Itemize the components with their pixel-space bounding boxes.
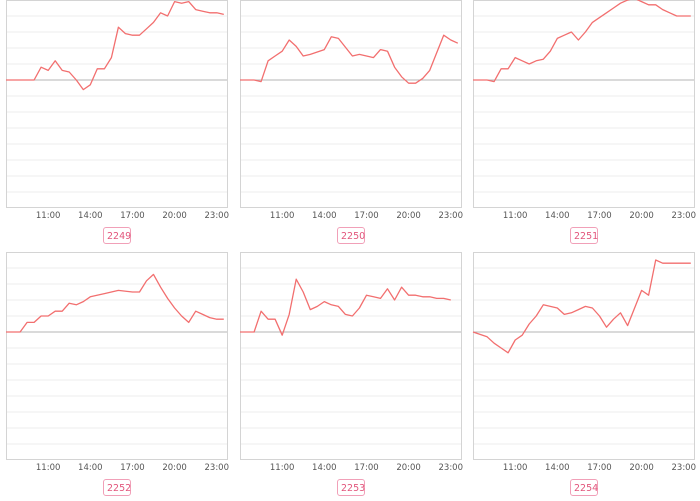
x-tick-label: 23:00 bbox=[439, 211, 464, 221]
x-tick-label: 11:00 bbox=[36, 463, 61, 473]
chart-panel-2249: 11:00 14:00 17:00 20:00 23:00 bbox=[6, 0, 230, 222]
x-tick-label: 14:00 bbox=[78, 463, 103, 473]
x-tick-label: 11:00 bbox=[503, 211, 528, 221]
series-line bbox=[473, 0, 691, 83]
series-line bbox=[240, 278, 451, 336]
chart-panel-2254: 11:00 14:00 17:00 20:00 23:00 bbox=[472, 252, 697, 474]
x-tick-label: 23:00 bbox=[439, 463, 464, 473]
x-tick-label: 23:00 bbox=[205, 211, 230, 221]
panel-label-badge[interactable]: 2251 bbox=[570, 227, 598, 244]
chart-svg: 11:00 14:00 17:00 20:00 23:00 bbox=[6, 252, 230, 473]
x-tick-label: 20:00 bbox=[396, 211, 421, 221]
series-line bbox=[6, 273, 224, 333]
plot-frame bbox=[473, 252, 695, 460]
panel-label-badge[interactable]: 2250 bbox=[337, 227, 365, 244]
x-tick-label: 20:00 bbox=[396, 463, 421, 473]
chart-svg: 11:00 14:00 17:00 20:00 23:00 bbox=[6, 0, 230, 221]
x-tick-label: 14:00 bbox=[545, 211, 570, 221]
x-tick-label: 14:00 bbox=[312, 211, 337, 221]
x-tick-label: 11:00 bbox=[270, 463, 295, 473]
x-tick-label: 20:00 bbox=[162, 211, 187, 221]
x-tick-label: 17:00 bbox=[354, 211, 379, 221]
plot-frame bbox=[240, 252, 462, 460]
x-tick-label: 17:00 bbox=[120, 463, 145, 473]
x-tick-label: 17:00 bbox=[354, 463, 379, 473]
plot-frame bbox=[473, 0, 695, 208]
chart-panel-2251: 11:00 14:00 17:00 20:00 23:00 bbox=[473, 0, 697, 222]
chart-svg: 11:00 14:00 17:00 20:00 23:00 bbox=[240, 0, 464, 221]
x-tick-label: 11:00 bbox=[503, 463, 528, 473]
plot-frame bbox=[6, 252, 228, 460]
chart-panel-2253: 11:00 14:00 17:00 20:00 23:00 bbox=[240, 252, 464, 474]
x-tick-label: 20:00 bbox=[162, 463, 187, 473]
chart-panel-2252: 11:00 14:00 17:00 20:00 23:00 bbox=[6, 252, 230, 474]
chart-panel-2250: 11:00 14:00 17:00 20:00 23:00 bbox=[240, 0, 464, 222]
chart-svg: 11:00 14:00 17:00 20:00 23:00 bbox=[240, 252, 464, 473]
series-line bbox=[472, 259, 691, 354]
x-tick-label: 23:00 bbox=[205, 463, 230, 473]
x-tick-label: 11:00 bbox=[270, 211, 295, 221]
x-tick-label: 17:00 bbox=[587, 211, 612, 221]
panel-label-badge[interactable]: 2252 bbox=[103, 479, 131, 496]
chart-svg: 11:00 14:00 17:00 20:00 23:00 bbox=[473, 0, 697, 221]
panel-label-badge[interactable]: 2249 bbox=[103, 227, 131, 244]
chart-svg: 11:00 14:00 17:00 20:00 23:00 bbox=[472, 252, 697, 473]
x-tick-label: 17:00 bbox=[120, 211, 145, 221]
series-line bbox=[240, 34, 459, 84]
panel-label-badge[interactable]: 2254 bbox=[570, 479, 598, 496]
x-tick-label: 14:00 bbox=[78, 211, 103, 221]
x-tick-label: 23:00 bbox=[672, 211, 697, 221]
panel-label-badge[interactable]: 2253 bbox=[337, 479, 365, 496]
x-tick-label: 14:00 bbox=[545, 463, 570, 473]
x-tick-label: 20:00 bbox=[629, 211, 654, 221]
x-tick-label: 20:00 bbox=[629, 463, 654, 473]
x-tick-label: 14:00 bbox=[312, 463, 337, 473]
x-tick-label: 11:00 bbox=[36, 211, 61, 221]
x-tick-label: 17:00 bbox=[587, 463, 612, 473]
series-line bbox=[6, 0, 224, 91]
plot-frame bbox=[240, 0, 462, 208]
x-tick-label: 23:00 bbox=[672, 463, 697, 473]
